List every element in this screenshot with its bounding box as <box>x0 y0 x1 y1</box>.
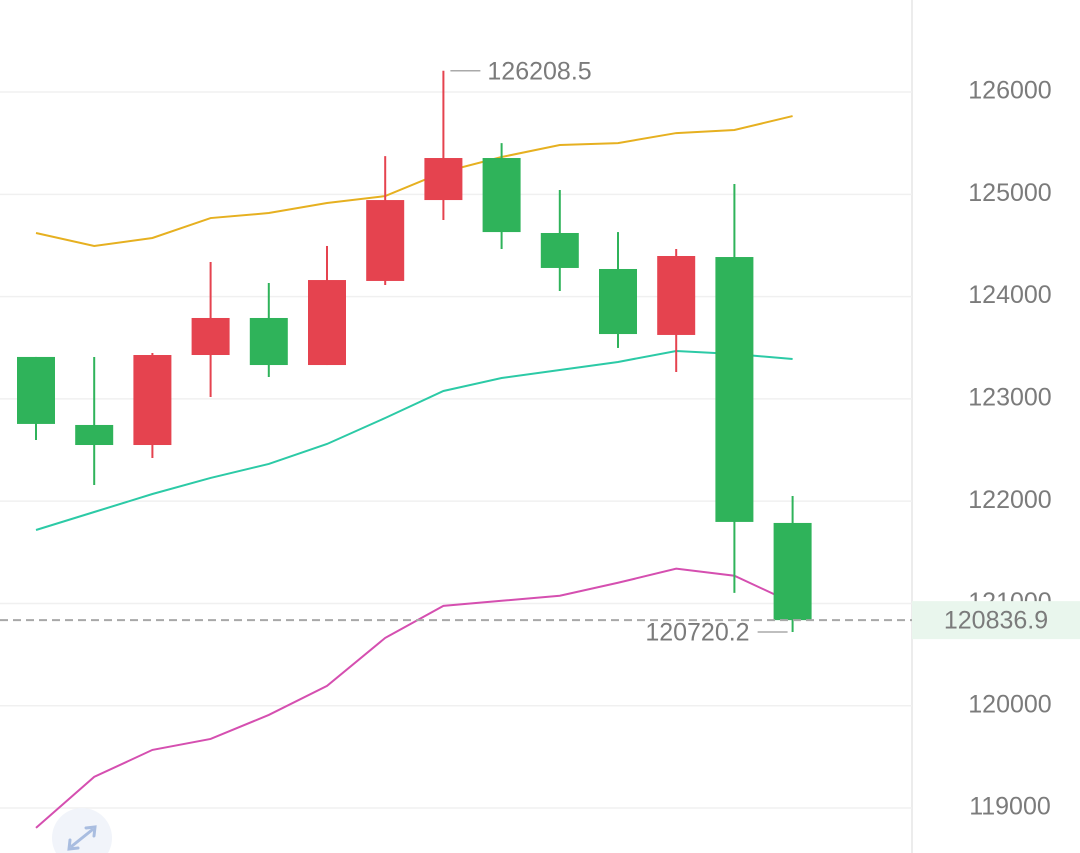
moving-average-line <box>35 115 793 247</box>
marks <box>17 70 812 829</box>
expand-icon-arrows[interactable] <box>67 825 97 851</box>
candle-body <box>75 424 114 446</box>
candle-body <box>482 158 521 233</box>
candle-body <box>308 280 346 366</box>
y-tick-label: 119000 <box>969 793 1051 821</box>
last-price-tag <box>912 601 1080 640</box>
y-tick-label: 124000 <box>968 281 1051 309</box>
moving-average-line <box>35 350 793 531</box>
expand-icon[interactable] <box>52 808 112 853</box>
candle-body <box>657 256 696 335</box>
moving-average-line <box>35 567 794 829</box>
candle-body <box>133 355 172 446</box>
y-tick-label: 125000 <box>968 179 1051 207</box>
y-tick-label: 126000 <box>968 77 1051 105</box>
low-label: 120720.2 <box>645 619 749 647</box>
candle-body <box>191 317 230 356</box>
candle-body <box>540 232 579 268</box>
y-tick-label: 120000 <box>968 690 1051 718</box>
y-tick-label: 122000 <box>968 486 1051 514</box>
candle-body <box>366 200 405 281</box>
candle-body <box>773 522 812 621</box>
candle-body <box>715 257 754 522</box>
candle-body <box>424 158 463 201</box>
candle-body <box>599 268 637 335</box>
last-price-label: 120836.9 <box>944 607 1048 635</box>
labels: 1190001200001210001220001230001240001250… <box>0 57 1080 821</box>
y-tick-label: 123000 <box>968 383 1051 411</box>
high-label: 126208.5 <box>487 57 591 85</box>
candle-body <box>249 317 288 366</box>
expand-icon-bg[interactable] <box>52 808 112 853</box>
candle-body <box>17 356 55 424</box>
